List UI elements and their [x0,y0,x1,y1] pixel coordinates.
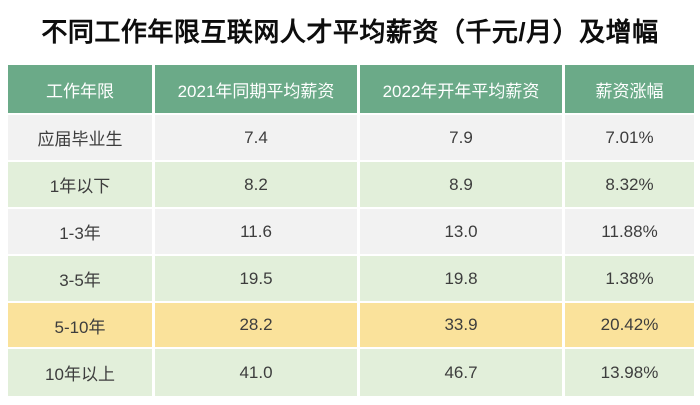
value-cell: 46.7 [360,349,562,396]
page-title: 不同工作年限互联网人才平均薪资（千元/月）及增幅 [41,17,659,47]
row-label-cell: 10年以上 [8,349,152,396]
header-cell-2021-salary: 2021年同期平均薪资 [155,65,357,113]
value-cell: 1.38% [565,256,694,301]
value-cell: 8.32% [565,162,694,207]
value-cell: 7.01% [565,115,694,160]
row-label-cell: 3-5年 [8,256,152,301]
value-cell-highlighted: 28.2 [155,303,357,347]
value-cell: 13.0 [360,209,562,254]
header-cell-years: 工作年限 [8,65,152,113]
value-cell: 7.4 [155,115,357,160]
row-label-cell-highlighted: 5-10年 [8,303,152,347]
value-cell: 19.8 [360,256,562,301]
value-cell: 41.0 [155,349,357,396]
value-cell: 13.98% [565,349,694,396]
value-cell: 7.9 [360,115,562,160]
value-cell: 11.6 [155,209,357,254]
value-cell: 8.2 [155,162,357,207]
header-cell-increase: 薪资涨幅 [565,65,694,113]
value-cell: 8.9 [360,162,562,207]
value-cell-highlighted: 33.9 [360,303,562,347]
value-cell-highlighted: 20.42% [565,303,694,347]
value-cell: 11.88% [565,209,694,254]
row-label-cell: 应届毕业生 [8,115,152,160]
salary-table: 工作年限 2021年同期平均薪资 2022年开年平均薪资 薪资涨幅 应届毕业生 … [8,65,694,396]
row-label-cell: 1年以下 [8,162,152,207]
header-cell-2022-salary: 2022年开年平均薪资 [360,65,562,113]
value-cell: 19.5 [155,256,357,301]
row-label-cell: 1-3年 [8,209,152,254]
